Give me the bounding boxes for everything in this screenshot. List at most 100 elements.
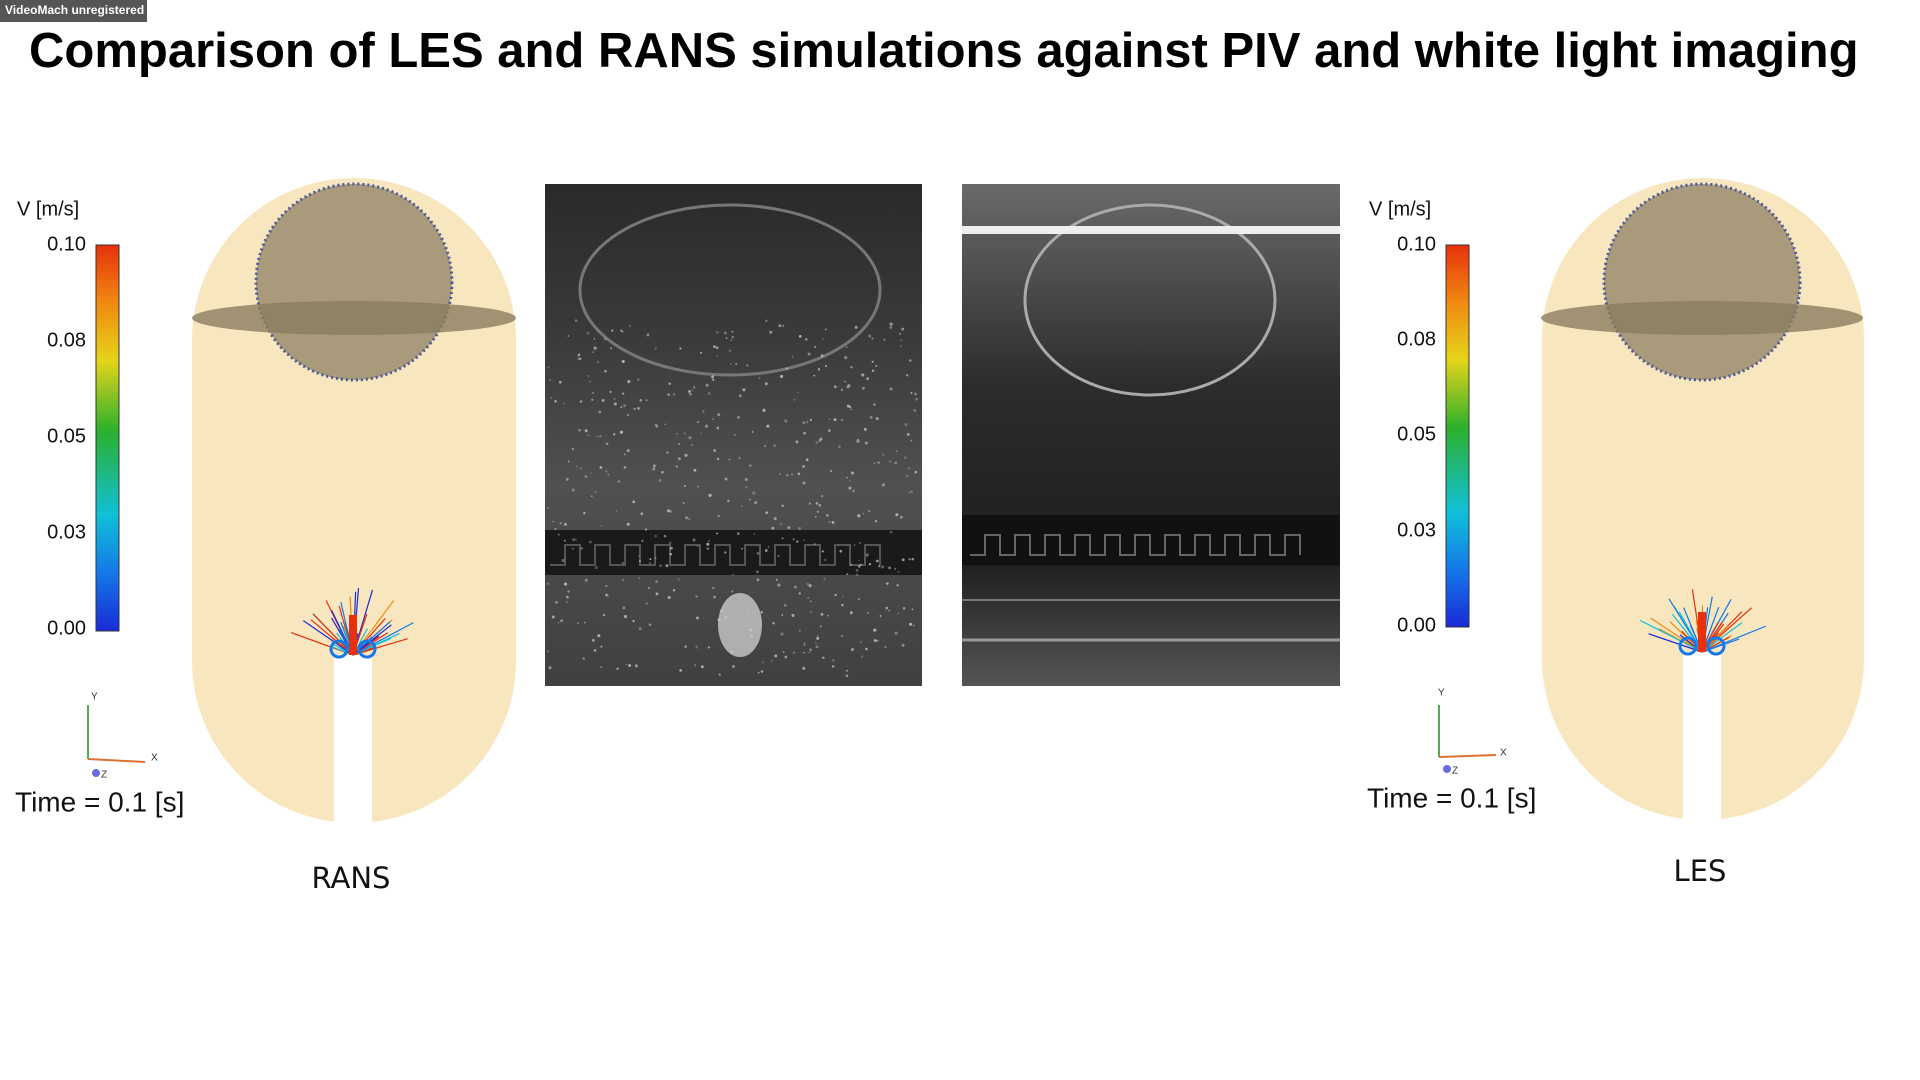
decoration bbox=[557, 533, 560, 536]
decoration bbox=[816, 636, 820, 640]
decoration bbox=[647, 587, 650, 590]
caption: RANS bbox=[312, 861, 391, 895]
decoration bbox=[645, 602, 648, 605]
jet-seeding bbox=[718, 593, 762, 657]
decoration bbox=[558, 380, 562, 384]
decoration bbox=[607, 473, 610, 476]
decoration bbox=[750, 634, 754, 638]
decoration bbox=[597, 634, 601, 638]
decoration bbox=[783, 603, 787, 607]
time-label: Time = 0.1 [s] bbox=[1367, 782, 1536, 813]
decoration bbox=[762, 661, 765, 664]
decoration bbox=[901, 558, 905, 562]
decoration bbox=[911, 557, 915, 561]
decoration bbox=[886, 582, 889, 585]
decoration bbox=[851, 471, 854, 475]
axis-label: Z bbox=[1452, 766, 1458, 777]
sphere-outline bbox=[1023, 203, 1277, 397]
decoration bbox=[352, 622, 414, 656]
decoration bbox=[632, 500, 636, 504]
sphere-outline bbox=[578, 203, 882, 377]
decoration bbox=[587, 434, 590, 437]
decoration bbox=[772, 621, 775, 625]
decoration bbox=[654, 347, 657, 350]
decoration bbox=[782, 651, 785, 653]
decoration bbox=[580, 547, 583, 550]
colorbar bbox=[1445, 244, 1470, 628]
decoration bbox=[574, 538, 577, 541]
decoration bbox=[738, 456, 741, 460]
decoration bbox=[574, 319, 578, 322]
decoration bbox=[599, 466, 603, 469]
decoration bbox=[675, 465, 678, 468]
colorbar-tick: 0.08 bbox=[47, 329, 86, 351]
decoration bbox=[751, 430, 754, 433]
decoration bbox=[638, 560, 641, 563]
decoration bbox=[349, 615, 357, 655]
decoration bbox=[696, 421, 700, 424]
decoration bbox=[793, 398, 796, 401]
white-light-image bbox=[962, 184, 1340, 686]
decoration bbox=[823, 577, 826, 580]
decoration bbox=[628, 664, 632, 668]
decoration bbox=[833, 418, 837, 422]
decoration bbox=[593, 648, 597, 652]
decoration bbox=[609, 390, 612, 393]
decoration bbox=[857, 514, 861, 518]
decoration bbox=[696, 545, 699, 548]
colorbar bbox=[95, 244, 120, 632]
decoration bbox=[734, 433, 736, 436]
decoration bbox=[551, 615, 555, 619]
decoration bbox=[623, 615, 628, 619]
decoration bbox=[696, 616, 699, 620]
decoration bbox=[593, 346, 597, 350]
decoration bbox=[830, 470, 833, 473]
decoration bbox=[654, 557, 657, 560]
decoration bbox=[798, 335, 802, 338]
decoration bbox=[910, 490, 913, 493]
decoration bbox=[856, 439, 860, 443]
decoration bbox=[1650, 617, 1703, 653]
decoration bbox=[668, 382, 671, 385]
decoration bbox=[848, 486, 852, 490]
decoration bbox=[826, 614, 829, 617]
decoration bbox=[845, 346, 848, 349]
decoration bbox=[711, 375, 715, 379]
decoration bbox=[749, 498, 751, 501]
decoration bbox=[753, 533, 756, 535]
decoration bbox=[820, 613, 824, 616]
decoration bbox=[549, 379, 552, 382]
decoration bbox=[578, 357, 582, 361]
decoration bbox=[566, 478, 569, 481]
decoration bbox=[728, 349, 732, 352]
decoration bbox=[658, 478, 662, 482]
watermark-bg bbox=[0, 0, 147, 22]
decoration bbox=[794, 585, 797, 589]
decoration bbox=[899, 345, 902, 348]
time-label: Time = 0.1 [s] bbox=[15, 786, 184, 817]
decoration bbox=[676, 432, 678, 435]
decoration bbox=[548, 666, 552, 670]
decoration bbox=[846, 476, 848, 479]
decoration bbox=[803, 431, 806, 435]
decoration bbox=[605, 470, 608, 473]
sphere bbox=[1602, 182, 1802, 382]
decoration bbox=[621, 330, 624, 333]
decoration bbox=[874, 520, 877, 523]
decoration bbox=[669, 552, 673, 556]
decoration bbox=[711, 378, 715, 382]
decoration bbox=[626, 522, 630, 526]
decoration bbox=[770, 659, 773, 662]
decoration bbox=[731, 590, 734, 593]
decoration bbox=[828, 418, 831, 420]
decoration bbox=[715, 331, 719, 334]
decoration bbox=[706, 547, 710, 550]
decoration bbox=[578, 353, 581, 356]
decoration bbox=[802, 481, 806, 485]
slide-title: Comparison of LES and RANS simulations a… bbox=[29, 24, 1859, 78]
decoration bbox=[907, 467, 911, 470]
decoration bbox=[910, 439, 913, 442]
decoration bbox=[715, 346, 719, 350]
band-pattern bbox=[550, 544, 881, 566]
decoration bbox=[885, 606, 889, 610]
